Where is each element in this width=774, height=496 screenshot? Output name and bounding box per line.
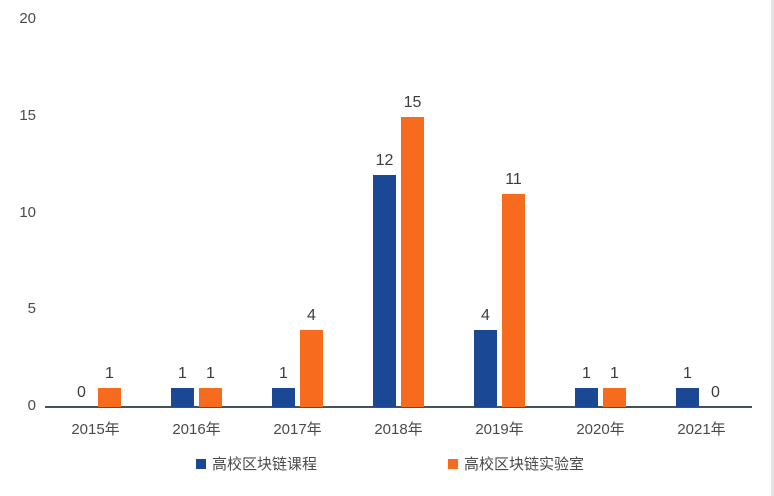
data-label: 1 bbox=[683, 364, 692, 382]
y-tick-label: 20 bbox=[19, 10, 36, 27]
data-label: 1 bbox=[279, 364, 288, 382]
data-label: 1 bbox=[206, 364, 215, 382]
legend-label: 高校区块链课程 bbox=[212, 456, 318, 473]
bar-courses bbox=[171, 387, 194, 407]
data-label: 1 bbox=[610, 364, 619, 382]
x-tick-label: 2016年 bbox=[172, 421, 221, 438]
right-edge-border bbox=[771, 0, 774, 496]
data-label: 4 bbox=[481, 306, 490, 324]
data-label: 1 bbox=[178, 364, 187, 382]
legend-item-courses: 高校区块链课程 bbox=[196, 453, 317, 474]
x-tick-label: 2021年 bbox=[677, 421, 726, 438]
data-label: 11 bbox=[505, 171, 522, 189]
x-tick-label: 2018年 bbox=[374, 421, 423, 438]
bar-labs bbox=[603, 387, 626, 407]
y-tick-label: 0 bbox=[27, 397, 36, 414]
data-label: 4 bbox=[307, 306, 316, 324]
bar-courses bbox=[474, 329, 497, 407]
bar-labs bbox=[401, 116, 424, 407]
data-label: 0 bbox=[711, 384, 720, 401]
data-label: 12 bbox=[375, 151, 394, 169]
data-label: 1 bbox=[105, 364, 114, 382]
data-label: 15 bbox=[403, 93, 422, 111]
y-tick-label: 15 bbox=[19, 106, 36, 124]
x-axis-line bbox=[45, 406, 752, 408]
data-label: 1 bbox=[582, 364, 591, 382]
bar-labs bbox=[98, 387, 121, 407]
bar-courses bbox=[676, 387, 699, 407]
legend-label: 高校区块链实验室 bbox=[464, 456, 585, 473]
y-tick-label: 10 bbox=[19, 203, 36, 221]
x-tick-label: 2017年 bbox=[273, 421, 322, 438]
bar-labs bbox=[502, 194, 525, 407]
bar-labs bbox=[199, 387, 222, 407]
y-tick-label: 5 bbox=[27, 300, 36, 318]
legend-swatch-blue bbox=[196, 458, 206, 469]
bar-courses bbox=[272, 387, 295, 407]
x-tick-label: 2015年 bbox=[71, 421, 120, 438]
x-tick-label: 2020年 bbox=[576, 421, 625, 438]
bar-courses bbox=[373, 174, 396, 407]
legend-swatch-orange bbox=[448, 458, 458, 469]
data-label: 0 bbox=[77, 384, 86, 401]
legend-item-labs: 高校区块链实验室 bbox=[448, 453, 584, 474]
bar-courses bbox=[575, 387, 598, 407]
x-tick-label: 2019年 bbox=[475, 421, 524, 438]
bar-labs bbox=[300, 329, 323, 407]
